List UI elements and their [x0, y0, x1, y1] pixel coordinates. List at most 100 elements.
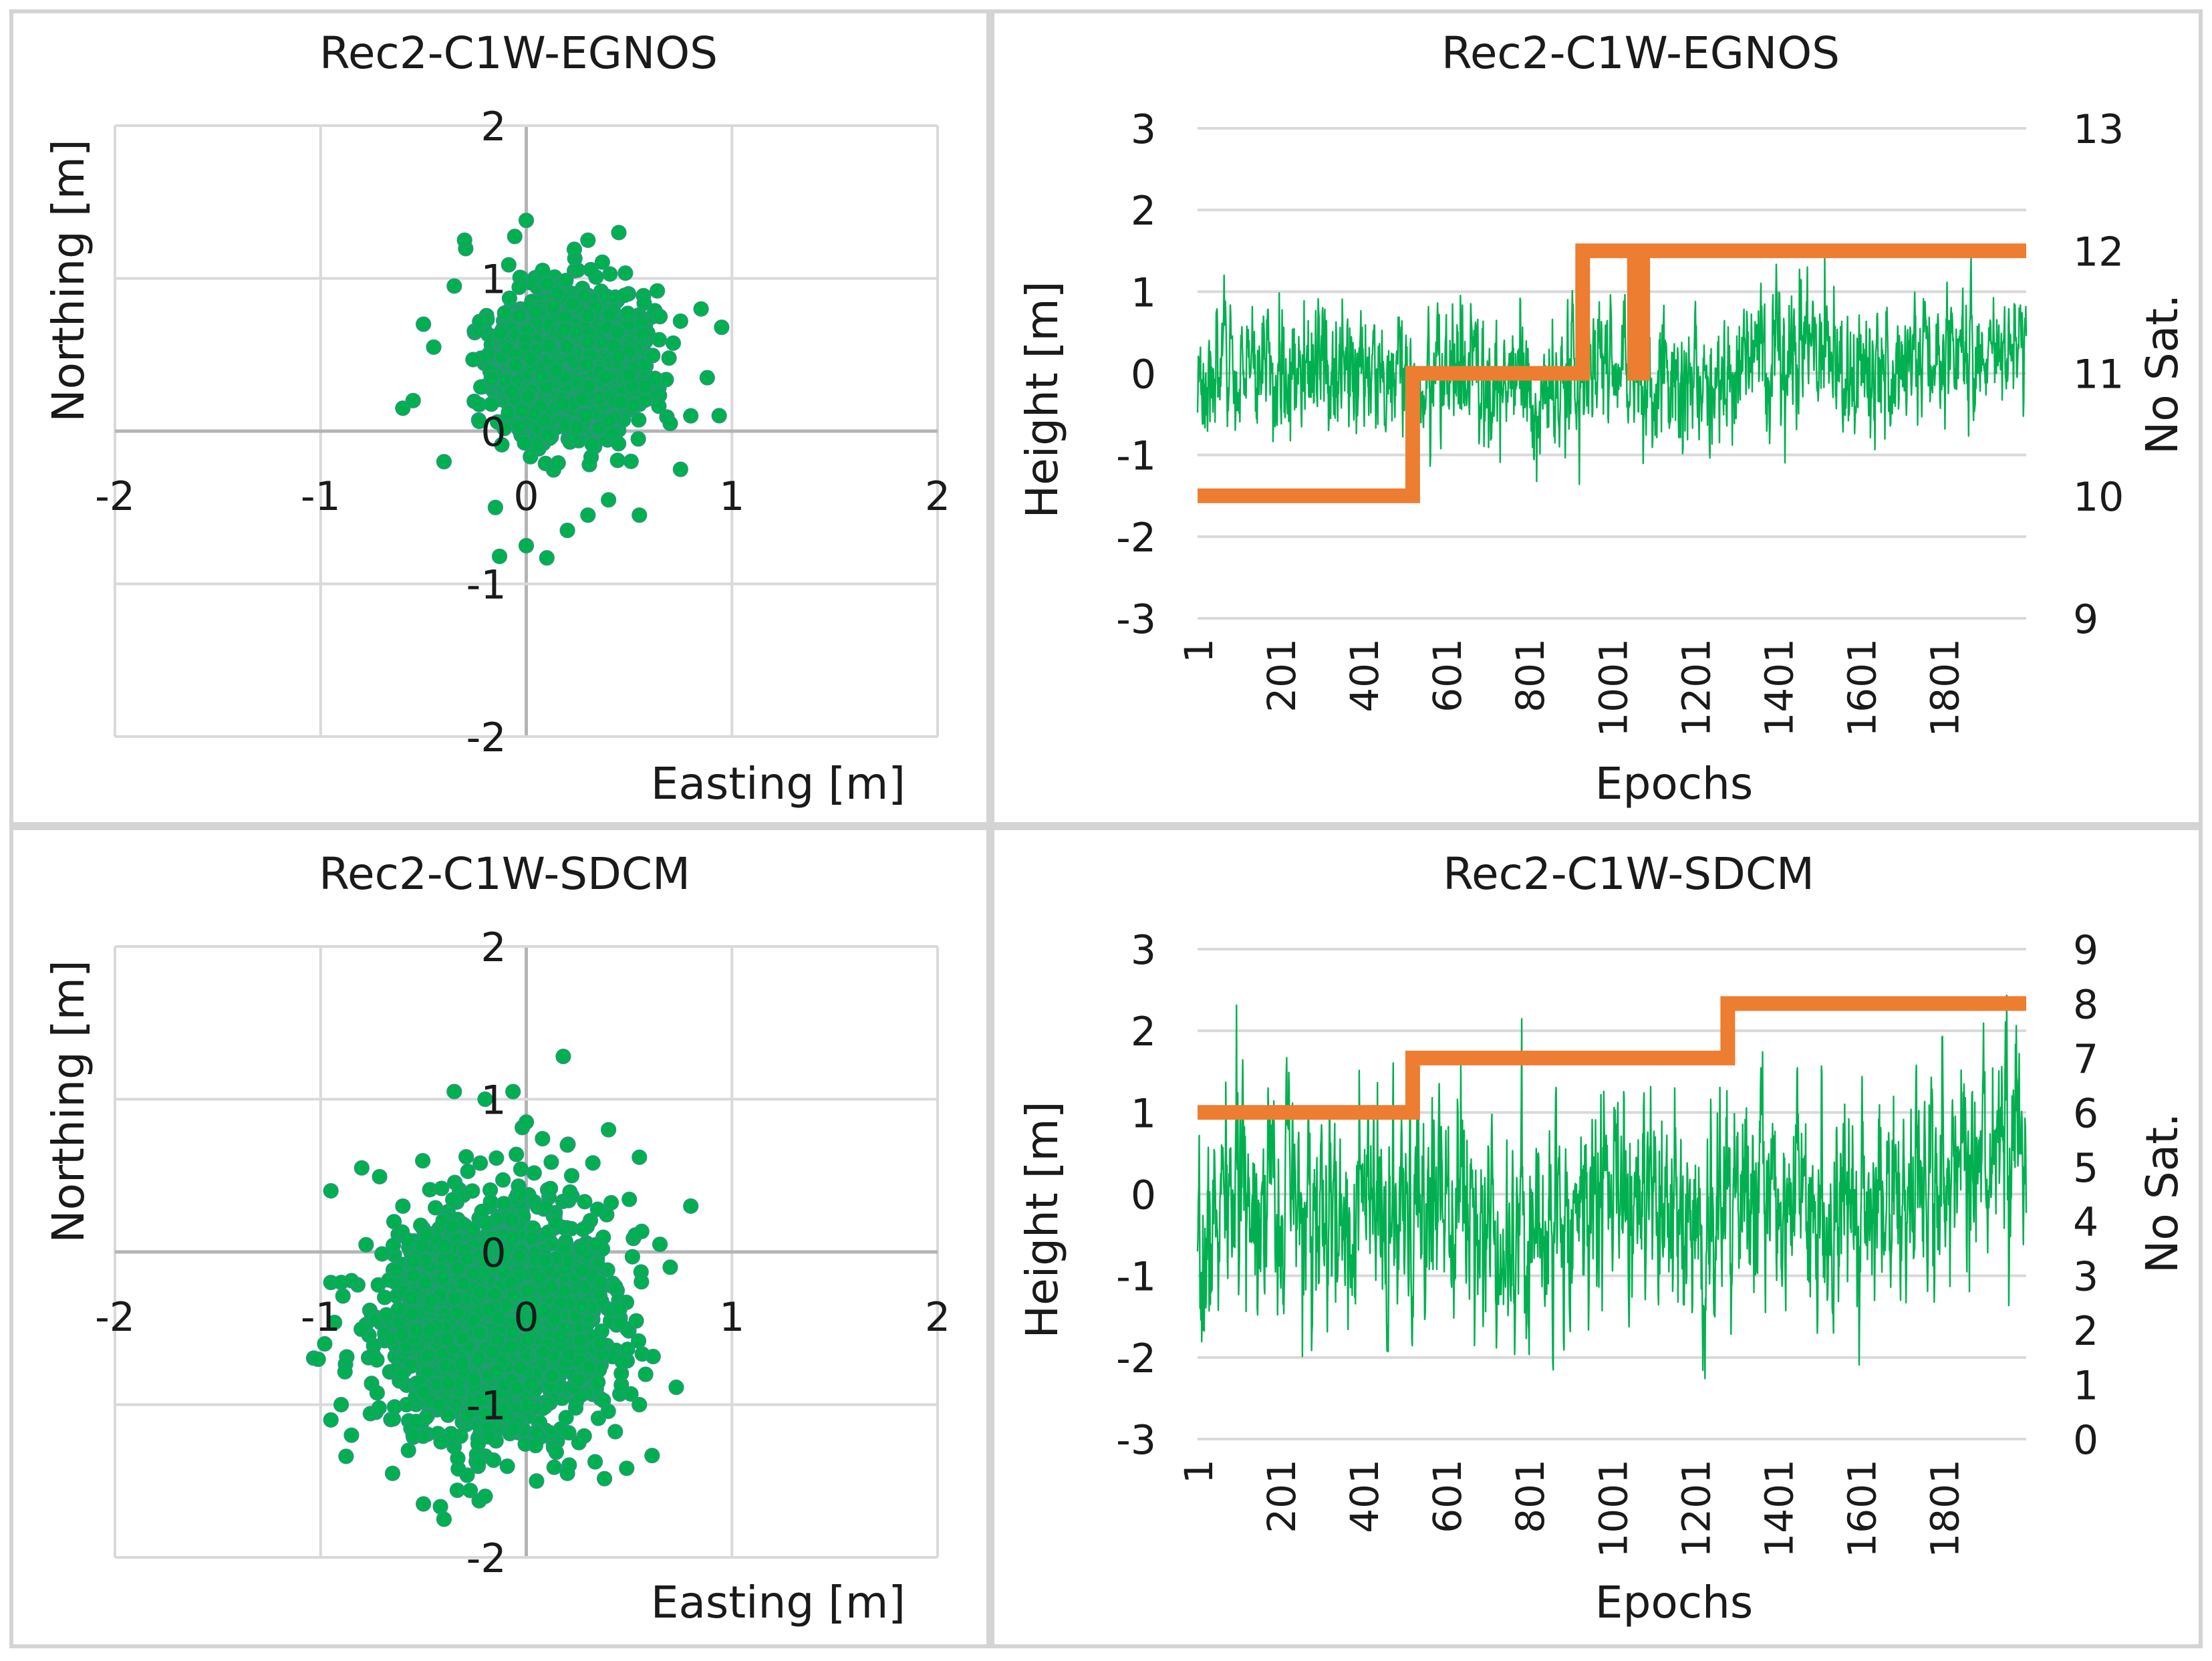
scatter-point	[372, 1168, 388, 1185]
scatter-point	[558, 1410, 574, 1426]
scatter-point	[354, 1321, 370, 1337]
scatter-point	[501, 257, 517, 273]
y-tick-label: 2	[480, 104, 506, 150]
scatter-point	[503, 1339, 519, 1355]
scatter-point	[450, 1450, 466, 1466]
scatter-point	[509, 1146, 525, 1162]
scatter-point	[518, 537, 535, 553]
scatter-point	[559, 1465, 575, 1481]
scatter-point	[637, 379, 653, 395]
scatter-point	[436, 1239, 452, 1255]
scatter-point	[433, 1434, 449, 1450]
scatter-point	[526, 1165, 542, 1181]
scatter-point	[333, 1396, 350, 1413]
scatter-point	[575, 1221, 591, 1237]
x-tick-label: 2	[925, 473, 950, 520]
scatter-point	[518, 213, 535, 229]
x-tick-label: 1	[719, 473, 744, 520]
scatter-point	[617, 265, 634, 281]
y-tick-label: 1	[1131, 269, 1156, 316]
scatter-point	[580, 507, 596, 523]
scatter-point	[548, 1215, 564, 1231]
x-tick-label: 401	[1342, 1459, 1387, 1533]
y-tick-label: 1	[1131, 1090, 1156, 1137]
x-tick-label: -2	[95, 473, 135, 520]
scatter-point	[607, 1279, 624, 1295]
scatter-point	[458, 1149, 474, 1165]
x-tick-label: 1801	[1923, 638, 1968, 737]
scatter-point	[460, 1251, 476, 1267]
scatter-point	[595, 1392, 611, 1408]
scatter-point	[386, 1399, 403, 1415]
scatter-point	[548, 1444, 564, 1460]
x-axis-label: Epochs	[1595, 1577, 1753, 1628]
scatter-point	[369, 1385, 385, 1401]
scatter-point	[541, 338, 557, 354]
scatter-point	[503, 1275, 519, 1291]
scatter-point	[424, 1293, 440, 1309]
x-tick-labels: 1 201 401 601 801 1001 1201 1401 1601 1801	[1176, 1459, 1968, 1558]
scatter-point	[507, 357, 524, 373]
scatter-point	[632, 1149, 648, 1165]
scatter-point	[546, 1459, 562, 1475]
scatter-point	[662, 1259, 678, 1275]
scatter-point	[581, 1359, 597, 1375]
scatter-point	[580, 307, 596, 324]
x-tick-label: -2	[95, 1294, 135, 1341]
scatter-point	[416, 1496, 432, 1512]
scatter-point	[513, 1360, 529, 1376]
scatter-point	[503, 1211, 519, 1228]
scatter-point	[417, 1275, 433, 1291]
y-tick-label: -1	[466, 1383, 507, 1430]
x-tick-label: 1801	[1923, 1459, 1968, 1558]
scatter-point	[714, 320, 730, 336]
scatter-point	[511, 307, 527, 324]
scatter-point	[665, 335, 682, 351]
x-axis-label: Epochs	[1595, 758, 1753, 809]
scatter-point	[400, 1233, 416, 1249]
scatter-point	[333, 1275, 350, 1291]
y2-tick-label: 4	[2073, 1199, 2098, 1246]
scatter-point	[573, 1297, 590, 1314]
scatter-point	[634, 1274, 650, 1290]
scatter-point	[395, 1198, 411, 1215]
x-tick-label: 601	[1425, 1459, 1470, 1533]
scatter-point	[644, 1448, 660, 1464]
scatter-point	[418, 1227, 434, 1243]
scatter-point	[550, 455, 566, 471]
x-tick-label: 1601	[1839, 1459, 1885, 1558]
scatter-point	[573, 1241, 589, 1257]
scatter-point	[470, 1436, 487, 1452]
scatter-point	[436, 454, 452, 470]
scatter-point	[630, 431, 646, 447]
scatter-point	[390, 1301, 407, 1317]
scatter-point	[511, 1248, 527, 1265]
chart-title: Rec2-C1W-SDCM	[1443, 848, 1814, 900]
scatter-point	[632, 507, 648, 523]
scatter-point	[597, 368, 613, 385]
y2-tick-label: 9	[2073, 927, 2098, 974]
scatter-point	[545, 1368, 561, 1384]
x-tick-label: 1001	[1591, 638, 1636, 737]
x-tick-labels: -2 -1 0 1 2	[95, 473, 950, 520]
scatter-point	[601, 412, 617, 429]
y-tick-label: -1	[1116, 433, 1156, 480]
x-tick-label: 1201	[1673, 1459, 1719, 1558]
scatter-point	[683, 408, 699, 424]
scatter-point	[338, 1448, 354, 1464]
scatter-point	[632, 1396, 648, 1413]
scatter-point	[337, 1364, 353, 1380]
x-tick-label: 801	[1508, 638, 1553, 713]
scatter-point	[529, 1473, 545, 1489]
x-axis-label: Easting [m]	[651, 758, 906, 809]
y-tick-label: -1	[1116, 1254, 1156, 1301]
scatter-point	[405, 1427, 421, 1443]
y-axis-label: Northing [m]	[43, 960, 94, 1243]
x-tick-label: 1	[1176, 638, 1222, 663]
scatter-point	[511, 418, 527, 434]
scatter-point	[635, 326, 651, 342]
chart-scatter-sdcm: Rec2-C1W-SDCM -2 -1 0 1 2 210-1-2 Easting [m…	[43, 848, 950, 1628]
scatter-point	[472, 313, 488, 330]
scatter-point	[483, 370, 499, 386]
y2-tick-label: 1	[2073, 1363, 2098, 1410]
